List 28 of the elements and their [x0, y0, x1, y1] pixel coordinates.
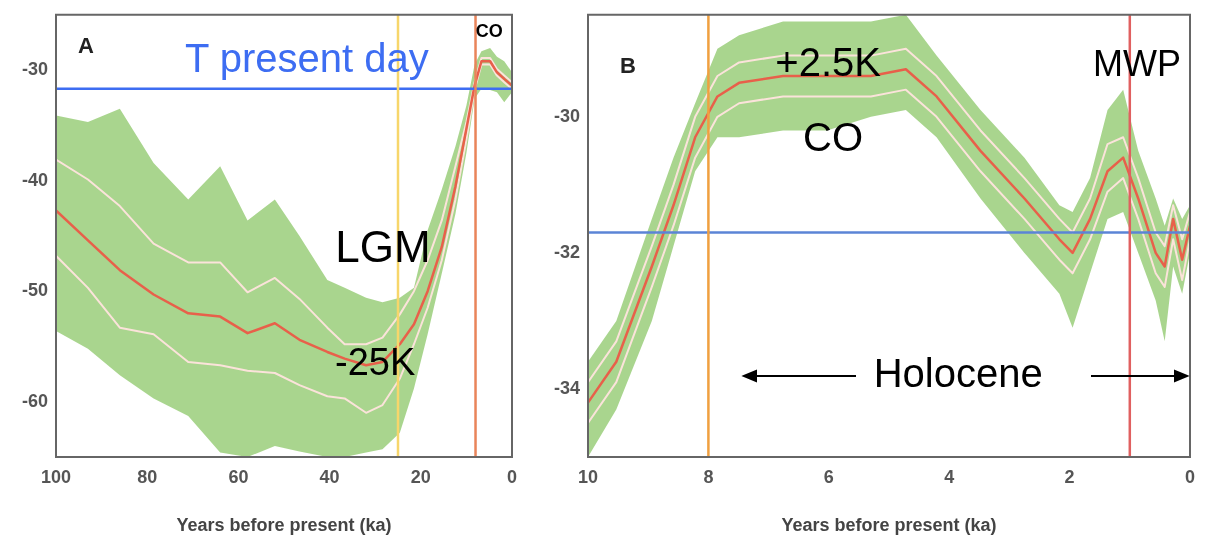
- annotation: Holocene: [873, 350, 1043, 395]
- x-tick-label: 6: [823, 466, 834, 487]
- x-tick-label: 10: [577, 466, 599, 487]
- x-tick-label: 0: [506, 466, 518, 487]
- annotation: CO: [803, 114, 864, 159]
- y-tick-label: -32: [553, 241, 580, 262]
- y-tick-label: -40: [21, 169, 48, 190]
- x-tick-label: 0: [1184, 466, 1196, 487]
- annotation: -25K: [335, 340, 416, 383]
- y-tick-label: -30: [553, 105, 580, 126]
- y-tick-label: -60: [21, 390, 48, 411]
- annotation: CO: [475, 20, 503, 41]
- x-tick-label: 40: [319, 466, 340, 487]
- y-tick-label: -34: [553, 377, 580, 398]
- y-tick-label: -50: [21, 280, 48, 301]
- text: A: [78, 32, 94, 58]
- text: B: [620, 52, 636, 78]
- x-tick-label: 8: [703, 466, 714, 487]
- x-tick-label: 60: [228, 466, 249, 487]
- y-tick-label: -30: [21, 59, 48, 80]
- x-tick-label: 100: [40, 466, 72, 487]
- x-axis-title: Years before present (ka): [781, 515, 997, 536]
- x-tick-label: 2: [1064, 466, 1075, 487]
- x-tick-label: 20: [410, 466, 431, 487]
- annotation: +2.5K: [775, 39, 882, 84]
- x-tick-label: 80: [137, 466, 158, 487]
- x-axis-title: Years before present (ka): [176, 515, 392, 536]
- x-tick-label: 4: [944, 466, 955, 487]
